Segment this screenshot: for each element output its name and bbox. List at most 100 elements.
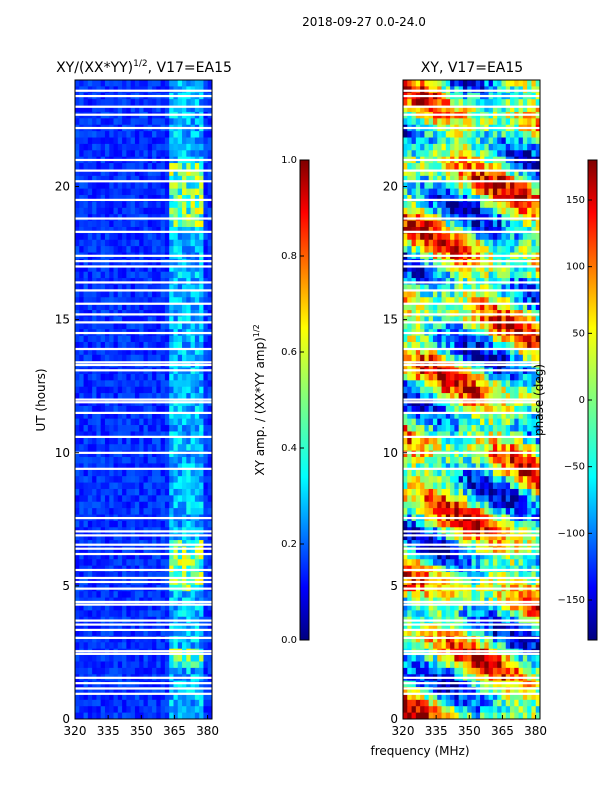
heatmap-cell [186, 444, 191, 452]
heatmap-cell [467, 99, 472, 106]
heatmap-cell [139, 297, 144, 305]
heatmap-cell [134, 687, 140, 694]
heatmap-cell [169, 265, 174, 273]
heatmap-cell [113, 226, 119, 234]
flagged-gap [75, 530, 212, 533]
heatmap-cell [122, 405, 127, 413]
heatmap-cell [203, 175, 209, 183]
heatmap-cell [122, 386, 127, 394]
heatmap-cell [403, 239, 408, 247]
heatmap-cell [203, 655, 209, 662]
heatmap-cell [87, 546, 93, 554]
heatmap-cell [96, 405, 102, 413]
heatmap-cell [87, 482, 93, 490]
heatmap-cell [126, 444, 132, 452]
heatmap-cell [471, 284, 477, 292]
heatmap-cell [424, 246, 430, 253]
heatmap-cell [117, 623, 123, 630]
heatmap-cell [475, 169, 481, 177]
heatmap-cell [147, 226, 153, 234]
heatmap-cell [445, 297, 451, 305]
heatmap-cell [113, 437, 119, 445]
heatmap-cell [458, 137, 464, 145]
heatmap-cell [471, 386, 477, 394]
heatmap-cell [87, 303, 93, 311]
heatmap-cell [83, 469, 89, 477]
heatmap-cell [415, 418, 421, 426]
heatmap-cell [130, 150, 136, 158]
heatmap-cell [152, 233, 157, 241]
heatmap-cell [139, 316, 144, 324]
heatmap-cell [194, 533, 200, 541]
heatmap-cell [186, 469, 191, 477]
heatmap-cell [147, 546, 153, 554]
heatmap-cell [122, 591, 127, 598]
heatmap-cell [182, 386, 187, 394]
heatmap-cell [126, 380, 132, 388]
heatmap-cell [96, 642, 102, 650]
heatmap-cell [100, 169, 106, 177]
heatmap-cell [87, 693, 93, 701]
heatmap-cell [190, 303, 196, 311]
heatmap-cell [169, 501, 174, 509]
heatmap-cell [143, 163, 149, 170]
heatmap-cell [415, 322, 421, 330]
heatmap-cell [139, 335, 144, 343]
heatmap-cell [164, 131, 170, 138]
heatmap-cell [199, 354, 204, 362]
heatmap-cell [403, 143, 408, 151]
heatmap-cell [199, 642, 204, 650]
heatmap-cell [531, 143, 537, 151]
heatmap-cell [199, 444, 204, 452]
heatmap-cell [458, 188, 464, 196]
heatmap-cell [83, 335, 89, 343]
heatmap-cell [450, 341, 455, 349]
heatmap-cell [134, 520, 140, 528]
heatmap-cell [117, 476, 123, 483]
heatmap-cell [510, 118, 515, 126]
heatmap-cell [454, 118, 460, 126]
heatmap-cell [199, 118, 204, 126]
heatmap-cell [203, 105, 209, 113]
heatmap-cell [480, 80, 485, 87]
heatmap-cell [441, 118, 447, 126]
heatmap-cell [147, 706, 153, 714]
heatmap-cell [428, 131, 434, 138]
heatmap-cell [83, 265, 89, 273]
heatmap-cell [492, 386, 498, 394]
heatmap-cell [143, 559, 149, 567]
heatmap-cell [518, 80, 524, 87]
heatmap-cell [109, 233, 114, 241]
heatmap-cell [109, 488, 114, 496]
heatmap-cell [467, 239, 472, 247]
heatmap-cell [505, 188, 511, 196]
flagged-gap [75, 451, 212, 454]
heatmap-cell [186, 642, 191, 650]
heatmap-cell [207, 508, 213, 515]
heatmap-cell [480, 131, 485, 138]
heatmap-cell [143, 246, 149, 253]
heatmap-cell [147, 380, 153, 388]
heatmap-cell [130, 175, 136, 183]
heatmap-cell [79, 195, 84, 202]
amplitude-plot-frame [74, 79, 213, 720]
heatmap-cell [169, 706, 174, 714]
heatmap-cell [194, 450, 200, 458]
heatmap-cell [458, 303, 464, 311]
heatmap-cell [79, 226, 84, 234]
heatmap-cell [143, 239, 149, 247]
heatmap-cell [113, 175, 119, 183]
heatmap-cell [480, 303, 485, 311]
heatmap-cell [501, 80, 507, 87]
heatmap-cell [164, 450, 170, 458]
heatmap-cell [83, 635, 89, 643]
heatmap-cell [152, 354, 157, 362]
heatmap-cell [411, 297, 417, 305]
heatmap-cell [156, 520, 162, 528]
heatmap-cell [117, 322, 123, 330]
heatmap-cell [117, 603, 123, 611]
heatmap-cell [488, 290, 494, 298]
heatmap-cell [152, 265, 157, 273]
heatmap-cell [441, 265, 447, 273]
heatmap-cell [428, 412, 434, 420]
